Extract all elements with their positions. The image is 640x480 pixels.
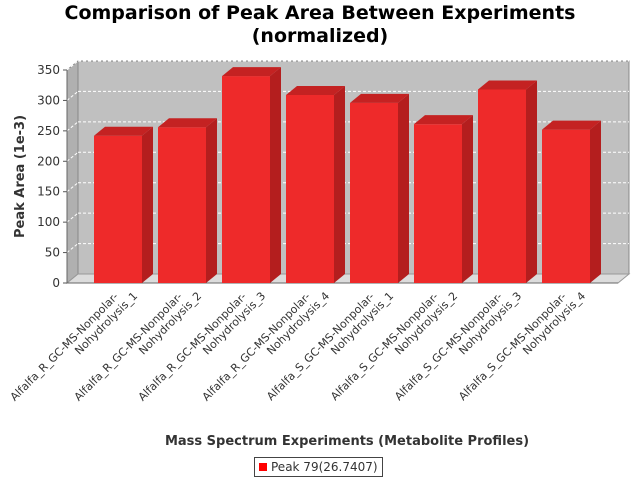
bar-top <box>158 118 217 128</box>
y-tick-label: 0 <box>52 276 60 290</box>
y-axis-label: Peak Area (1e-3) <box>13 115 28 238</box>
bar-top <box>350 93 409 103</box>
bar-top <box>478 80 537 90</box>
bar <box>542 129 590 283</box>
legend-label: Peak 79(26.7407) <box>271 460 378 474</box>
bar-top <box>222 67 281 77</box>
x-axis-label: Mass Spectrum Experiments (Metabolite Pr… <box>165 434 529 449</box>
y-tick-label: 300 <box>37 93 60 107</box>
bar-top <box>286 85 345 95</box>
bar-side <box>526 80 537 283</box>
chart-title: Comparison of Peak Area Between Experime… <box>0 2 640 48</box>
y-tick-label: 250 <box>37 124 60 138</box>
bar-side <box>270 67 281 283</box>
gridline-wall <box>66 182 79 193</box>
y-tick-label: 50 <box>45 246 60 260</box>
bar-side <box>398 93 409 283</box>
bar <box>94 135 142 283</box>
gridline-wall <box>66 91 79 101</box>
bar-side <box>142 126 153 284</box>
y-tick-label: 150 <box>37 185 60 199</box>
gridline-wall <box>66 60 79 71</box>
plot-left-wall <box>66 59 79 285</box>
gridline-wall <box>66 151 79 162</box>
bar-side <box>334 85 345 283</box>
gridline-wall <box>66 243 79 253</box>
bar-side <box>590 120 601 283</box>
bar <box>158 127 206 283</box>
bar-top <box>414 115 473 125</box>
bar <box>478 89 526 283</box>
bar <box>286 94 334 283</box>
bar <box>222 76 270 283</box>
gridline-wall <box>66 212 79 223</box>
chart-title-line: Comparison of Peak Area Between Experime… <box>64 2 576 24</box>
bar-side <box>462 115 473 283</box>
bar-top <box>542 120 601 130</box>
gridline-wall <box>66 121 79 132</box>
y-tick-label: 350 <box>37 63 60 77</box>
chart-title-line: (normalized) <box>251 25 389 47</box>
bar-side <box>206 118 217 283</box>
y-tick-label: 100 <box>37 215 60 229</box>
bar-top <box>94 126 153 136</box>
y-tick-label: 200 <box>37 154 60 168</box>
x-tick-label-line: Alfalfa_R_GC-MS-Nonpolar- <box>8 290 121 403</box>
bar <box>350 102 398 283</box>
legend-swatch <box>259 463 267 471</box>
bar <box>414 124 462 283</box>
legend: Peak 79(26.7407) <box>254 457 383 477</box>
